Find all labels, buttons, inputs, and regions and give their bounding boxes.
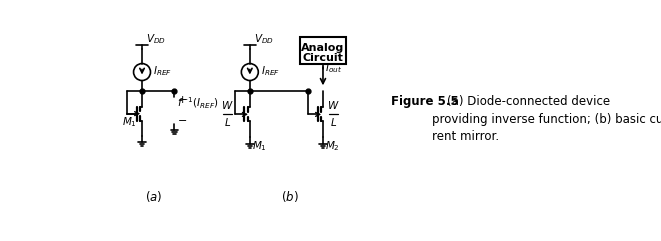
Text: $V_{DD}$: $V_{DD}$	[254, 32, 274, 46]
Text: $V_{DD}$: $V_{DD}$	[146, 32, 166, 46]
Text: $I_{REF}$: $I_{REF}$	[260, 64, 280, 78]
Text: (a) Diode-connected device
providing inverse function; (b) basic cur-
rent mirro: (a) Diode-connected device providing inv…	[432, 95, 661, 143]
Text: $f^{-1}(I_{REF})$: $f^{-1}(I_{REF})$	[177, 96, 219, 111]
Text: $+$: $+$	[176, 94, 187, 105]
Text: $M_2$: $M_2$	[325, 139, 340, 153]
Text: Circuit: Circuit	[303, 53, 344, 63]
Text: $I_{REF}$: $I_{REF}$	[153, 64, 172, 78]
Text: Analog: Analog	[301, 43, 344, 53]
Text: $M_1$: $M_1$	[252, 139, 267, 153]
Text: $W$: $W$	[327, 99, 340, 111]
Text: $(a)$: $(a)$	[145, 189, 162, 204]
Text: $M_1$: $M_1$	[122, 115, 137, 129]
Text: $-$: $-$	[176, 114, 187, 124]
Text: Figure 5.5: Figure 5.5	[391, 95, 459, 108]
Text: $W$: $W$	[221, 99, 234, 111]
Text: $I_{out}$: $I_{out}$	[325, 61, 342, 75]
Bar	[300, 37, 346, 64]
Text: $L$: $L$	[224, 116, 231, 128]
Text: $L$: $L$	[330, 116, 337, 128]
Text: $(b)$: $(b)$	[282, 189, 299, 204]
